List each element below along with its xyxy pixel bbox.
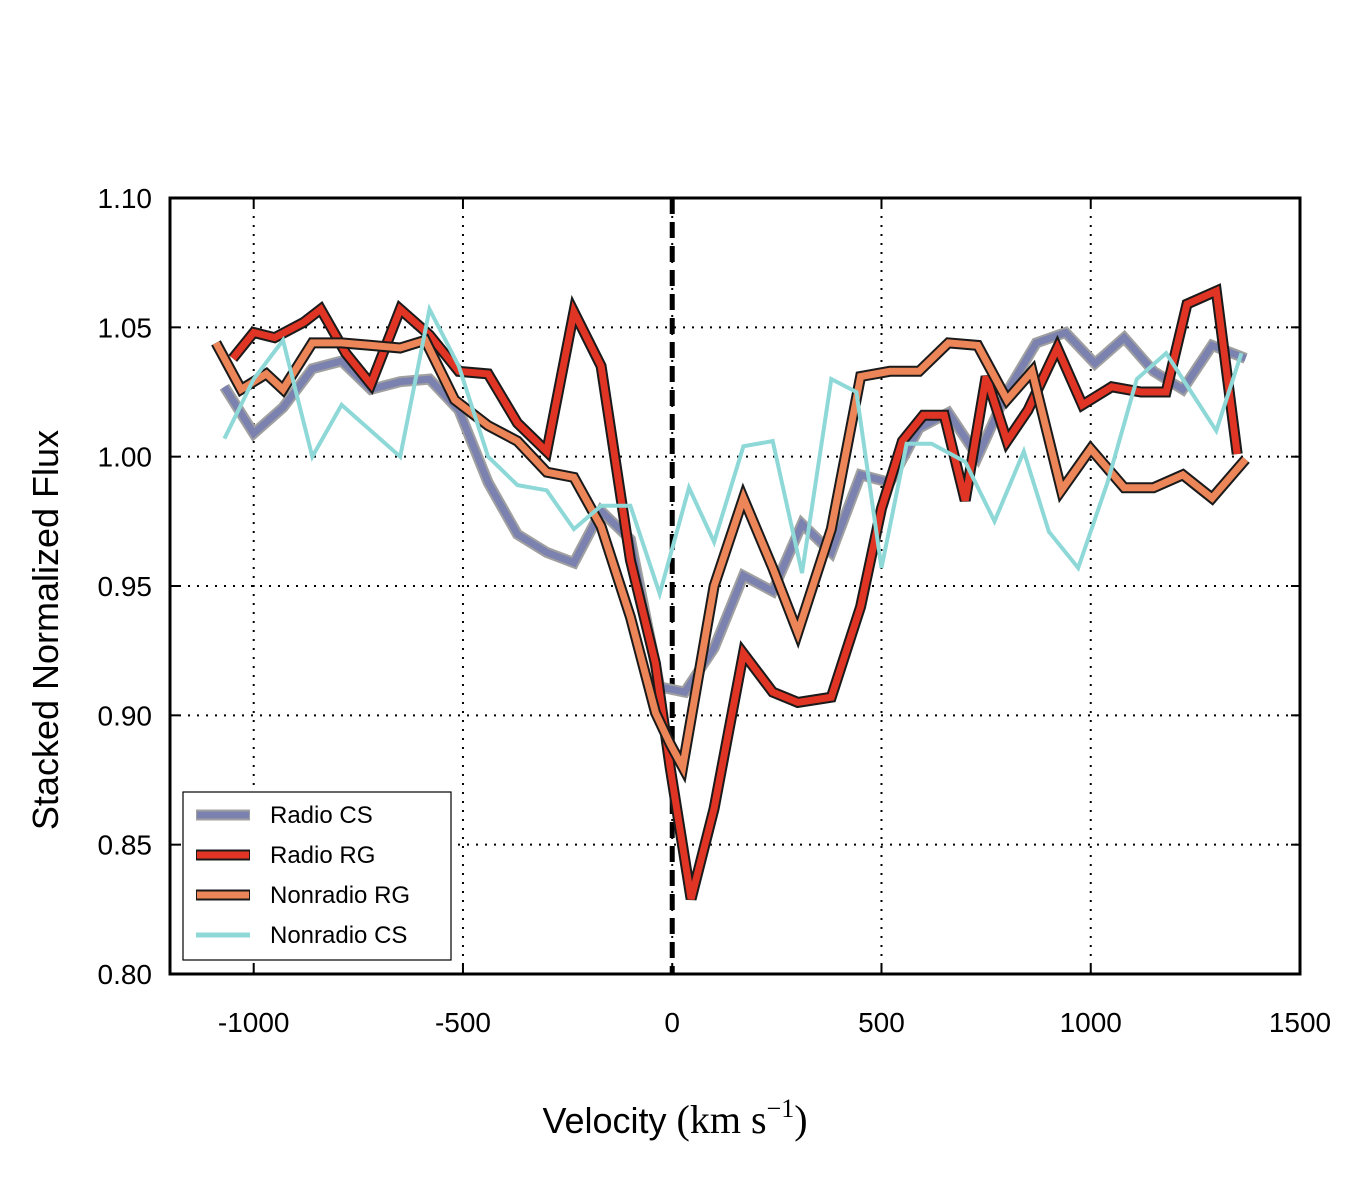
legend-label: Radio RG xyxy=(270,842,375,869)
legend-label: Nonradio RG xyxy=(270,882,410,909)
series-nonradio-rg xyxy=(211,333,1250,784)
series-line xyxy=(212,336,1249,778)
x-tick-label: 1500 xyxy=(1269,1007,1331,1038)
series-lines xyxy=(211,283,1250,901)
legend-item-radio-cs: Radio CS xyxy=(196,802,373,829)
legend-label: Nonradio CS xyxy=(270,922,407,949)
axis-ticks: -1000 -500 0 500 1000 1500 0.80 0.85 0.90 0.95 1.0… xyxy=(98,183,1332,1038)
series-line xyxy=(230,285,1241,900)
series-radio-rg xyxy=(228,283,1243,901)
y-tick-label: 0.95 xyxy=(98,571,153,602)
series-radio-cs xyxy=(219,326,1248,699)
series-line xyxy=(221,328,1247,697)
series-line xyxy=(222,303,1244,601)
y-tick-label: 1.05 xyxy=(98,312,153,343)
legend-item-radio-rg: Radio RG xyxy=(196,842,375,869)
y-tick-label: 0.85 xyxy=(98,830,153,861)
x-tick-label: -1000 xyxy=(218,1007,290,1038)
x-tick-label: 0 xyxy=(664,1007,680,1038)
series-nonradio-cs xyxy=(222,303,1244,601)
legend: Radio CS Radio RG Nonradio RG Nonradio CS xyxy=(182,791,452,961)
y-axis-label: Stacked Normalized Flux xyxy=(25,430,66,830)
y-tick-label: 0.90 xyxy=(98,700,153,731)
x-axis-label: Velocity (km s−1) xyxy=(542,1094,807,1142)
y-tick-label: 1.10 xyxy=(98,183,153,214)
x-tick-label: 1000 xyxy=(1060,1007,1122,1038)
y-tick-label: 0.80 xyxy=(98,959,153,990)
legend-label: Radio CS xyxy=(270,802,373,829)
x-tick-label: -500 xyxy=(435,1007,491,1038)
legend-item-nonradio-rg: Nonradio RG xyxy=(196,882,410,909)
legend-item-nonradio-cs: Nonradio CS xyxy=(196,922,407,949)
x-tick-label: 500 xyxy=(858,1007,905,1038)
y-tick-label: 1.00 xyxy=(98,442,153,473)
